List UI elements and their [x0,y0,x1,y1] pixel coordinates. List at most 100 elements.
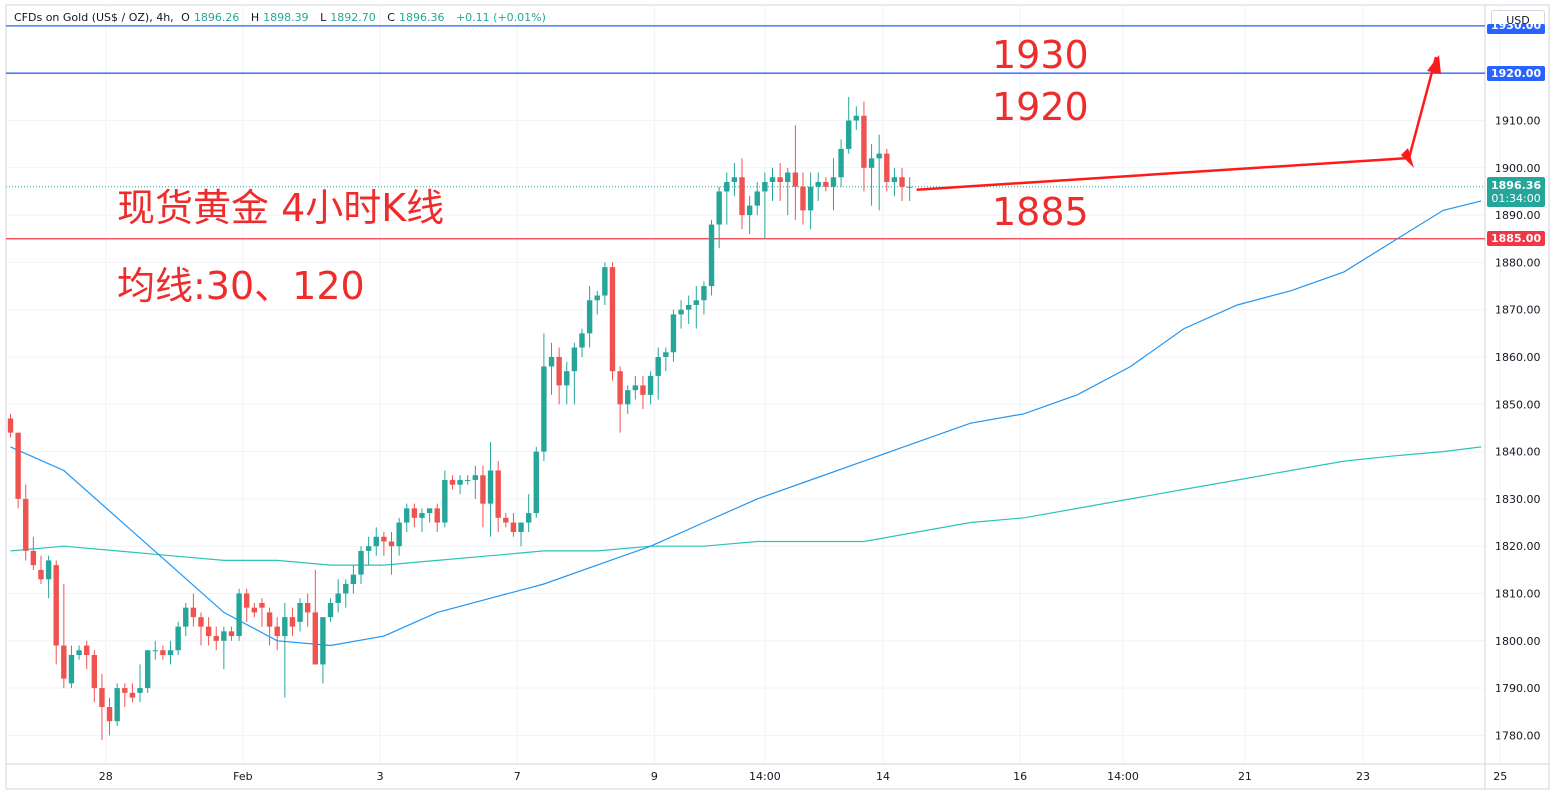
ohlc-high: H 1898.39 [250,11,309,24]
candle-body [838,148,844,178]
last-price-tag: 1896.36 01:34:00 [1487,177,1546,207]
candle-up [404,503,410,533]
candle-down [480,465,486,528]
candle-down [640,375,646,410]
x-tick-label: 28 [99,770,113,783]
candle-up [548,342,555,395]
candle-body [144,650,151,689]
candle-body [175,626,181,651]
candle-up [830,158,837,211]
candle-up [906,177,913,201]
candle-body [335,593,341,603]
candle-body [358,550,364,575]
candle-body [579,333,585,348]
y-tick-label: 1900.00 [1495,162,1541,175]
candle-body [129,692,136,698]
candle-body [655,357,661,376]
candle-body [213,636,219,641]
candle-down [251,602,258,618]
candle-down [15,432,21,509]
candle-up [716,186,722,249]
candle-body [198,617,204,627]
candle-up [144,650,151,693]
candle-body [38,569,44,580]
candle-down [304,593,311,627]
candle-up [167,640,174,665]
candle-body [236,593,242,637]
candle-down [7,413,14,438]
candle-down [91,650,98,703]
candle-down [129,683,136,703]
candle-body [457,479,463,485]
price-change: +0.11 (+0.01%) [455,11,546,24]
candle-down [106,697,113,736]
candle-body [906,186,913,188]
candle-up [282,602,288,698]
candle-body [304,602,311,613]
candle-up [670,309,677,362]
candle-body [61,645,67,679]
symbol-label: CFDs on Gold (US$ / OZ), 4h, [14,11,174,24]
candle-up [708,219,715,296]
candle-body [30,550,37,566]
candle-down [53,560,59,665]
candle-body [617,371,623,405]
candle-down [205,617,212,646]
candle-body [823,181,829,187]
y-tick-label: 1820.00 [1495,540,1541,553]
candle-body [609,267,616,372]
candle-up [343,579,349,608]
candle-body [541,366,547,452]
candle-body [274,626,280,637]
x-tick-label: 23 [1356,770,1370,783]
candle-up [663,347,669,372]
candle-up [358,546,364,585]
candle-body [487,470,494,504]
candle-body [99,688,105,708]
candle-down [312,569,318,665]
candle-up [297,598,303,632]
candle-down [617,366,623,433]
candle-up [785,167,791,216]
candle-body [91,654,98,689]
candle-down [38,555,44,585]
candle-up [442,470,448,528]
candle-body [525,513,532,523]
candle-up [807,172,814,230]
candle-body [777,177,783,182]
candle-up [137,664,143,703]
candle-up [457,475,463,495]
candle-down [84,640,90,670]
candle-body [289,617,296,627]
candle-up [586,286,593,348]
candle-body [259,602,265,608]
candle-body [663,352,669,357]
candle-up [365,536,372,566]
candle-body [228,631,235,637]
candle-up [350,565,357,594]
chart-title-annotation: 现货黄金 4小时K线 [117,186,445,230]
candle-up [541,333,547,462]
candle-up [846,96,852,154]
x-tick-label: Feb [233,770,252,783]
candle-body [685,304,692,310]
candle-body [84,645,90,655]
candle-down [228,626,235,641]
candle-body [876,153,882,159]
candle-up [868,144,875,206]
candle-body [586,300,593,334]
candle-body [426,508,433,514]
ohlc-open: O 1896.26 [181,11,240,24]
candle-body [434,508,440,523]
candle-body [853,115,860,121]
candle-up [754,181,760,216]
candle-down [266,607,273,646]
candle-down [449,475,456,490]
candle-body [160,650,166,655]
candle-body [266,612,273,627]
candle-down [30,536,37,570]
candle-down [411,503,418,528]
candle-body [297,602,303,622]
